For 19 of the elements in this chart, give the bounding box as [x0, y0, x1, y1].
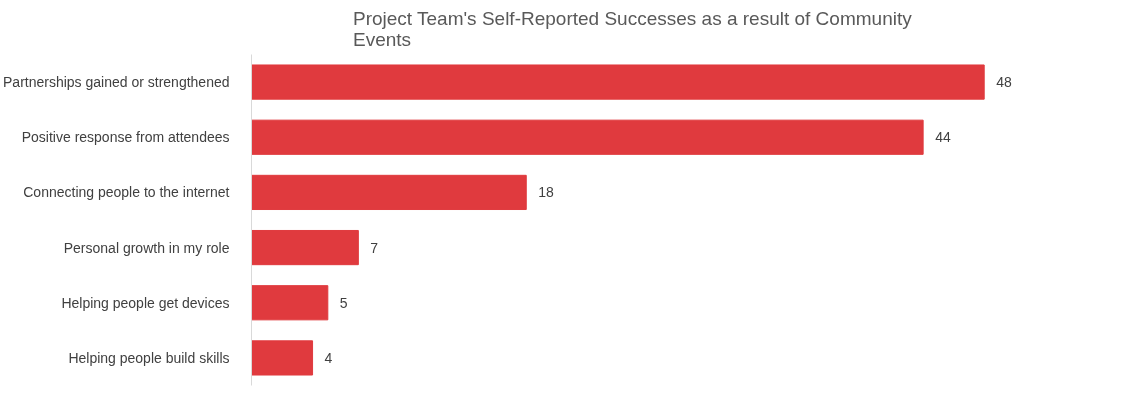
bar	[251, 285, 329, 321]
y-tick-label: Helping people get devices	[61, 294, 230, 311]
y-tick-label: Connecting people to the internet	[23, 184, 230, 201]
data-label: 7	[370, 239, 379, 256]
y-tick-label: Helping people build skills	[68, 349, 230, 366]
y-tick-label: Partnerships gained or strengthened	[3, 74, 230, 91]
bar	[251, 340, 314, 376]
bar	[251, 229, 359, 266]
bar	[251, 64, 985, 100]
chart-title: Project Team's Self-Reported Successes as a result of Community Events	[352, 7, 913, 50]
bar	[251, 174, 527, 211]
data-label: 44	[935, 129, 951, 146]
data-label: 48	[996, 74, 1012, 91]
data-label: 5	[339, 294, 348, 311]
data-label: 18	[538, 184, 555, 201]
y-tick-label: Personal growth in my role	[63, 239, 230, 256]
bar	[251, 119, 924, 155]
y-tick-label: Positive response from attendees	[21, 129, 230, 146]
data-label: 4	[324, 349, 333, 366]
